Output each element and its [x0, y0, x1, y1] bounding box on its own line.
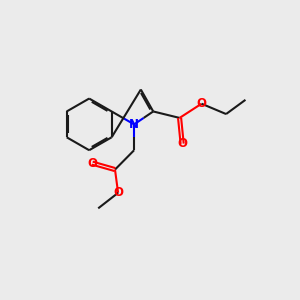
Text: O: O [196, 97, 206, 110]
Text: O: O [113, 186, 123, 199]
Text: O: O [177, 137, 187, 150]
Text: N: N [129, 118, 139, 131]
Text: O: O [87, 157, 97, 169]
